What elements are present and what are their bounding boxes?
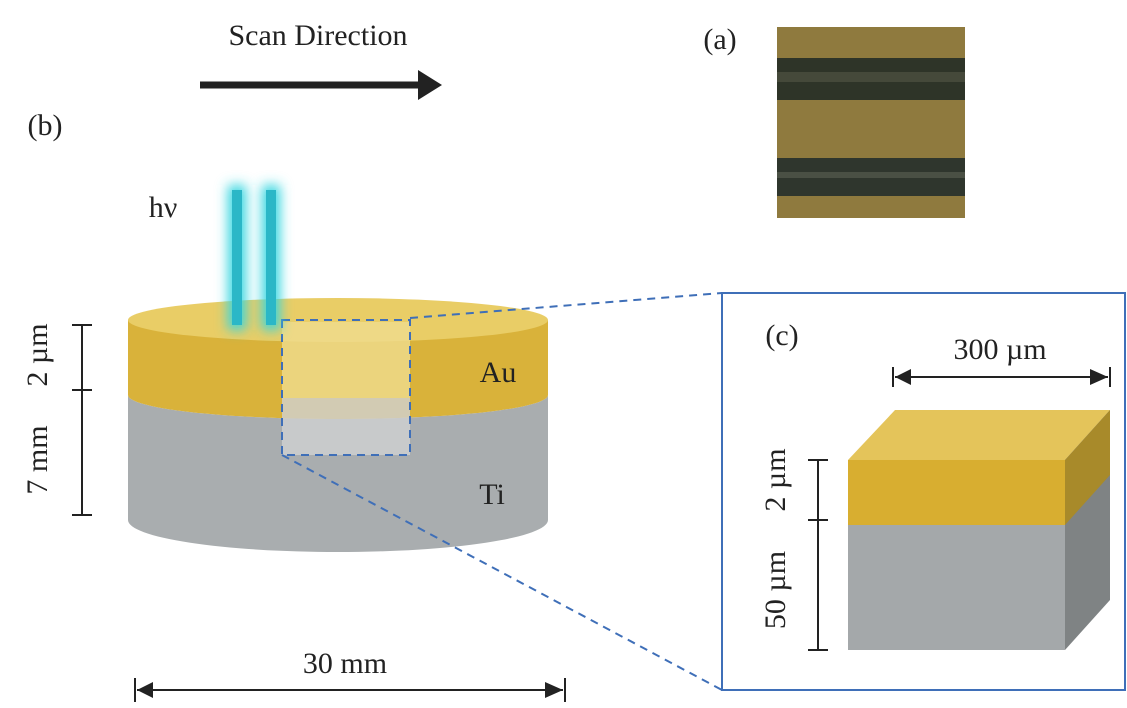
panel-a-label: (a) [703, 23, 736, 56]
layer-label: Ti [479, 478, 505, 511]
sample-cube [848, 410, 1110, 650]
panel-b-label: (b) [28, 109, 63, 142]
dimension-label: 30 mm [303, 647, 387, 680]
dimension-label: 2 µm [21, 323, 54, 386]
micrograph [777, 27, 965, 218]
panel-c-label: (c) [765, 319, 798, 352]
scan-label: Scan Direction [228, 19, 407, 52]
beam-label: hν [149, 191, 178, 224]
layer-label: Au [480, 356, 517, 389]
dimension-label: 50 µm [759, 551, 792, 629]
dimension-label: 7 mm [21, 425, 54, 494]
sample-cylinder [128, 298, 548, 552]
dimension-label: 2 µm [759, 448, 792, 511]
dimension-label: 300 µm [953, 333, 1046, 366]
scan-arrow-head [418, 70, 442, 100]
figure: Scan Direction (a) (b) hν Au Ti 2 [0, 0, 1127, 708]
